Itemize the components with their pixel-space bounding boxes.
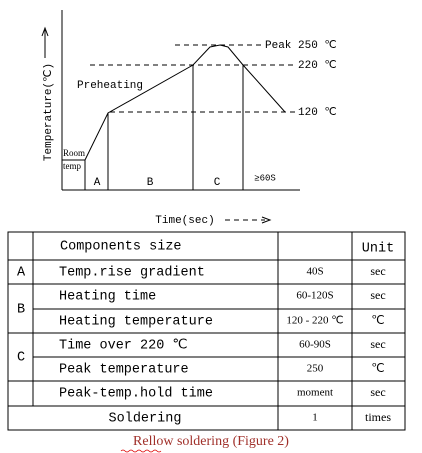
row-value: 60-90S <box>299 339 331 351</box>
row-item: Time over 220 ℃ <box>59 339 188 354</box>
level-label: 120 ℃ <box>298 107 337 119</box>
profile-curve <box>84 44 286 161</box>
row-value: 1 <box>312 412 318 424</box>
zone-label: ≥60S <box>254 173 276 183</box>
phase-label: Preheating <box>77 80 143 92</box>
group-label: C <box>17 351 25 366</box>
caption: Rellow soldering (Figure 2) <box>133 434 289 449</box>
row-value: 40S <box>306 266 323 278</box>
row-unit: ℃ <box>371 361 384 375</box>
table-header: Components size <box>60 240 182 255</box>
y-axis-label: Temperature(℃) <box>43 63 55 161</box>
table-rows: Temp.rise gradient 40S sec Heating time 60-1… <box>59 264 391 427</box>
row-unit: ℃ <box>371 313 384 327</box>
row-unit: sec <box>370 385 385 399</box>
row-value: 60-120S <box>296 290 333 302</box>
table-header: Unit <box>362 242 394 257</box>
row-item: Temp.rise gradient <box>59 266 205 281</box>
row-value: moment <box>297 387 333 399</box>
room-label: Room <box>63 148 85 158</box>
row-unit: sec <box>370 337 385 351</box>
row-unit: times <box>365 410 391 424</box>
zone-label: B <box>147 177 154 189</box>
diagram <box>41 10 300 224</box>
row-item: Heating temperature <box>59 315 213 330</box>
spell-underline <box>120 449 162 453</box>
room-label: temp <box>63 161 81 171</box>
row-item: Heating time <box>59 290 156 305</box>
row-item: Peak temperature <box>59 363 189 378</box>
peak-label: Peak 250 ℃ <box>265 40 337 52</box>
level-label: 220 ℃ <box>298 60 337 72</box>
x-axis-label: Time(sec) <box>155 215 214 227</box>
row-unit: sec <box>370 264 385 278</box>
group-label: A <box>17 266 26 281</box>
row-item: Soldering <box>109 412 182 427</box>
axis-arrow <box>41 26 49 37</box>
row-value: 250 <box>307 363 324 375</box>
table <box>7 231 406 431</box>
zone-label: A <box>94 177 101 189</box>
row-value: 120 - 220 ℃ <box>286 315 343 327</box>
group-label: B <box>17 303 25 318</box>
zone-label: C <box>214 177 221 189</box>
row-item: Peak-temp.hold time <box>59 387 213 402</box>
row-unit: sec <box>370 288 385 302</box>
time-arrow <box>261 216 272 224</box>
